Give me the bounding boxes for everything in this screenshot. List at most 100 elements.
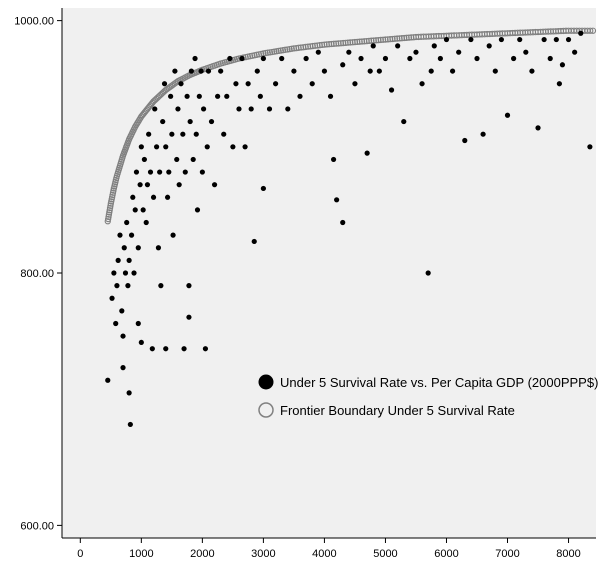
- data-point: [125, 283, 131, 289]
- data-point: [186, 314, 192, 320]
- x-tick-label: 4000: [312, 548, 336, 560]
- data-point: [572, 49, 578, 55]
- data-point: [181, 346, 187, 352]
- data-point: [172, 68, 178, 74]
- data-point: [138, 144, 144, 150]
- data-point: [352, 81, 358, 87]
- data-point: [233, 81, 239, 87]
- data-point: [285, 106, 291, 112]
- data-point: [188, 68, 194, 74]
- data-point: [119, 308, 125, 314]
- data-point: [437, 55, 443, 62]
- data-point: [211, 182, 218, 188]
- data-point: [559, 62, 566, 68]
- data-point: [529, 68, 535, 74]
- data-point: [553, 36, 559, 43]
- y-tick-label: 800.00: [20, 268, 54, 280]
- legend-label-series-2: Frontier Boundary Under 5 Survival Rate: [280, 403, 515, 418]
- data-point: [113, 320, 119, 327]
- data-point: [407, 55, 413, 62]
- legend-label-series-1: Under 5 Survival Rate vs. Per Capita GDP…: [280, 375, 598, 390]
- data-point: [218, 68, 224, 74]
- data-point: [122, 270, 129, 276]
- x-tick-label: 1000: [129, 548, 153, 560]
- x-tick-label: 5000: [373, 548, 397, 560]
- data-point: [164, 194, 171, 200]
- data-point: [468, 36, 474, 43]
- data-point: [149, 346, 155, 352]
- data-point: [194, 207, 201, 213]
- data-point: [146, 131, 152, 137]
- frontier-point: [587, 27, 594, 34]
- x-tick-label: 2000: [190, 548, 214, 560]
- data-point: [114, 283, 120, 289]
- plot-area: [62, 8, 596, 538]
- data-point: [291, 68, 297, 74]
- data-point: [147, 169, 154, 175]
- data-point: [480, 131, 486, 137]
- data-point: [425, 270, 431, 276]
- data-point: [517, 36, 523, 43]
- data-point: [370, 43, 376, 49]
- data-point: [486, 43, 492, 49]
- data-point: [279, 55, 285, 62]
- data-point: [184, 93, 190, 99]
- data-point: [140, 207, 146, 213]
- data-point: [388, 87, 395, 93]
- data-point: [187, 118, 193, 125]
- legend: Under 5 Survival Rate vs. Per Capita GDP…: [258, 374, 598, 418]
- data-point: [175, 106, 181, 112]
- data-point: [132, 207, 138, 213]
- data-point: [236, 106, 242, 112]
- data-point: [456, 49, 462, 55]
- data-point: [121, 245, 127, 251]
- data-point: [578, 30, 584, 36]
- data-point: [161, 81, 168, 87]
- data-point: [198, 68, 204, 74]
- data-point: [245, 81, 251, 87]
- data-point: [215, 93, 221, 99]
- data-point: [587, 144, 593, 150]
- data-point: [401, 118, 407, 125]
- data-point: [227, 55, 233, 62]
- data-point: [155, 245, 162, 251]
- data-point: [504, 112, 511, 118]
- x-tick-label: 0: [77, 548, 83, 560]
- data-point: [115, 257, 121, 263]
- data-point: [523, 49, 529, 55]
- data-point: [303, 55, 309, 62]
- data-point: [193, 131, 199, 137]
- data-point: [260, 55, 266, 62]
- data-point: [126, 257, 132, 263]
- data-point: [224, 93, 230, 99]
- data-point: [176, 182, 182, 188]
- data-point: [152, 106, 158, 112]
- data-point: [158, 283, 164, 289]
- data-point: [340, 219, 346, 226]
- data-point: [221, 131, 227, 137]
- y-tick-label: 1000.00: [14, 16, 54, 28]
- data-point: [266, 106, 273, 112]
- data-point: [166, 169, 172, 175]
- data-point: [535, 125, 541, 131]
- data-point: [178, 81, 184, 87]
- data-point: [180, 131, 186, 137]
- data-point: [131, 270, 137, 276]
- data-point: [124, 219, 130, 226]
- data-point: [111, 270, 117, 276]
- data-point: [138, 339, 144, 346]
- x-tick-label: 6000: [434, 548, 458, 560]
- data-point: [144, 182, 151, 188]
- data-point: [128, 232, 135, 238]
- data-point: [511, 55, 517, 62]
- data-point: [130, 194, 136, 200]
- data-point: [204, 144, 210, 150]
- data-point: [443, 36, 450, 43]
- data-point: [565, 36, 572, 43]
- data-point: [230, 144, 236, 150]
- data-point: [153, 144, 160, 150]
- data-point: [260, 185, 266, 192]
- data-point: [462, 137, 468, 144]
- data-point: [315, 49, 321, 55]
